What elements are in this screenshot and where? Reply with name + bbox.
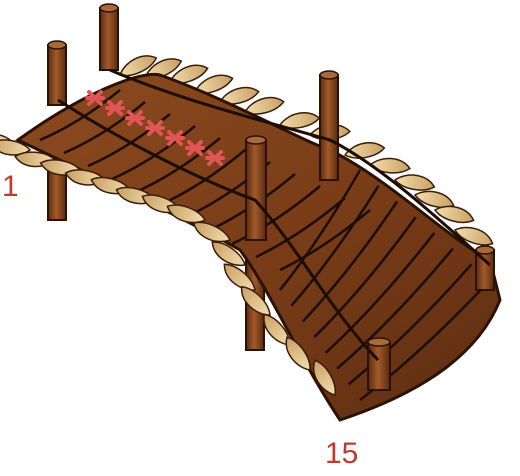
cross-mark <box>105 100 125 116</box>
post-front-mid <box>245 135 267 241</box>
post-back-left <box>47 40 67 106</box>
rope-front <box>57 98 380 362</box>
plank-line <box>63 101 146 155</box>
back-spike <box>413 190 455 209</box>
plank-line <box>279 209 371 272</box>
plank-line <box>301 200 399 323</box>
plank-line <box>231 185 321 246</box>
leg-left-front <box>47 169 67 221</box>
plank-line <box>313 216 417 339</box>
plank-line <box>279 169 362 291</box>
front-spike <box>285 336 311 371</box>
cross-mark <box>85 90 105 106</box>
front-edge-spikes <box>0 134 336 396</box>
cross-mark <box>205 150 225 166</box>
back-spike <box>453 226 494 246</box>
red-cross-marks <box>85 90 225 166</box>
front-spike <box>192 221 232 243</box>
plank-line <box>135 137 221 194</box>
front-spike <box>263 313 291 346</box>
plank-line <box>290 185 380 307</box>
plank-line <box>347 263 473 386</box>
cross-mark <box>145 120 165 136</box>
bridge-deck <box>15 72 502 422</box>
back-spike <box>393 174 436 191</box>
plank-line <box>324 232 436 354</box>
plank-line <box>255 197 346 259</box>
label-end: 15 <box>325 437 358 470</box>
plank-line <box>336 247 454 370</box>
front-spike <box>240 285 271 316</box>
post-back-right <box>475 245 495 291</box>
cross-mark <box>165 130 185 146</box>
front-spike <box>211 241 246 267</box>
front-spike <box>313 359 336 396</box>
bridge-ropes <box>57 68 492 362</box>
plank-line <box>39 89 121 142</box>
rope-back <box>109 68 492 267</box>
back-spike <box>119 55 158 77</box>
back-spike <box>243 96 285 115</box>
cross-mark <box>185 140 205 156</box>
cross-mark <box>125 110 145 126</box>
plank-line <box>111 125 196 181</box>
post-back-mid <box>319 70 339 181</box>
front-spike <box>166 204 207 224</box>
back-spike <box>433 205 475 224</box>
back-spike <box>368 157 411 174</box>
bridge-posts <box>47 3 495 391</box>
post-back-left-2 <box>99 3 119 71</box>
post-front-right <box>367 337 391 391</box>
label-start: 1 <box>2 170 19 203</box>
